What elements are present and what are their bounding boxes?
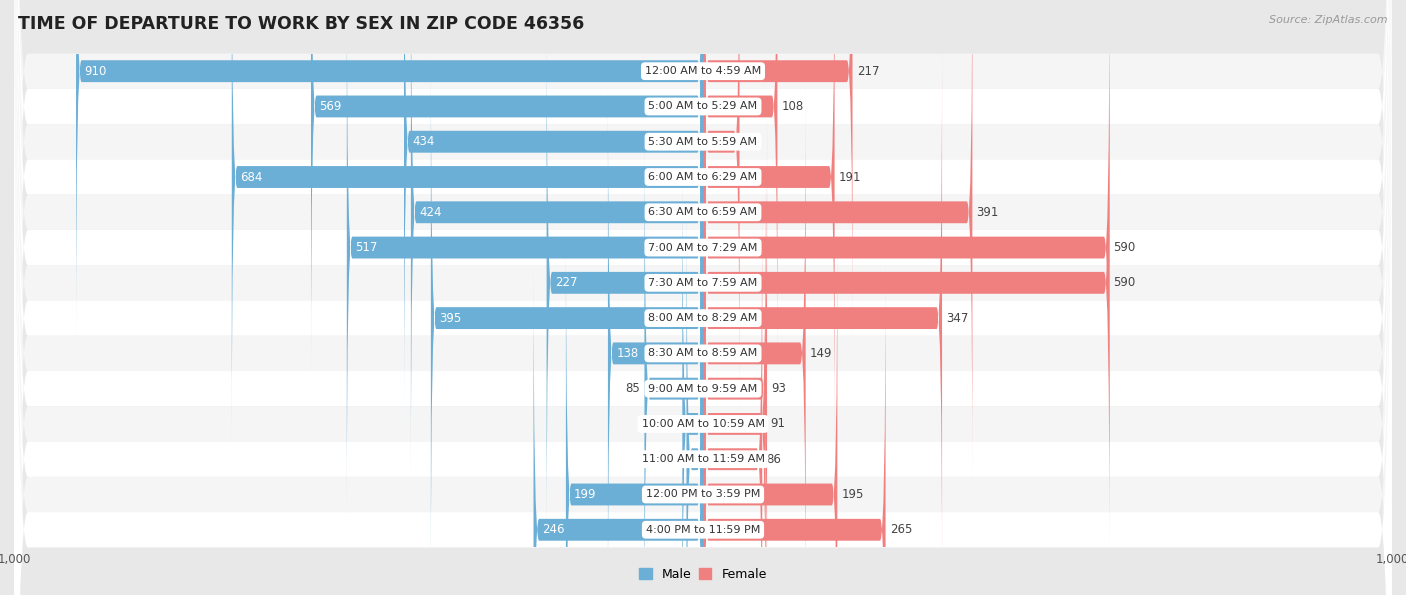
Text: 24: 24 (668, 453, 682, 466)
Text: 85: 85 (626, 382, 640, 395)
FancyBboxPatch shape (686, 188, 703, 595)
Text: 590: 590 (1114, 276, 1136, 289)
Text: 91: 91 (770, 418, 785, 430)
FancyBboxPatch shape (703, 0, 740, 413)
FancyBboxPatch shape (14, 0, 1392, 595)
Text: 7:00 AM to 7:29 AM: 7:00 AM to 7:29 AM (648, 243, 758, 252)
Text: 6:00 AM to 6:29 AM: 6:00 AM to 6:29 AM (648, 172, 758, 182)
Text: 5:30 AM to 5:59 AM: 5:30 AM to 5:59 AM (648, 137, 758, 147)
FancyBboxPatch shape (430, 47, 703, 590)
FancyBboxPatch shape (14, 0, 1392, 595)
Text: 217: 217 (856, 65, 879, 78)
FancyBboxPatch shape (644, 117, 703, 595)
FancyBboxPatch shape (404, 0, 703, 413)
FancyBboxPatch shape (703, 0, 852, 343)
Text: 395: 395 (439, 312, 461, 325)
FancyBboxPatch shape (703, 0, 778, 378)
Text: 590: 590 (1114, 241, 1136, 254)
FancyBboxPatch shape (703, 47, 942, 590)
Text: 910: 910 (84, 65, 107, 78)
Text: 434: 434 (412, 135, 434, 148)
Text: TIME OF DEPARTURE TO WORK BY SEX IN ZIP CODE 46356: TIME OF DEPARTURE TO WORK BY SEX IN ZIP … (18, 15, 585, 33)
FancyBboxPatch shape (14, 0, 1392, 595)
FancyBboxPatch shape (703, 82, 806, 595)
Text: 424: 424 (419, 206, 441, 219)
Text: 30: 30 (664, 418, 678, 430)
Text: 108: 108 (782, 100, 804, 113)
Text: 8:30 AM to 8:59 AM: 8:30 AM to 8:59 AM (648, 349, 758, 358)
Legend: Male, Female: Male, Female (634, 563, 772, 585)
FancyBboxPatch shape (703, 188, 762, 595)
Text: 12:00 AM to 4:59 AM: 12:00 AM to 4:59 AM (645, 66, 761, 76)
FancyBboxPatch shape (14, 0, 1392, 595)
FancyBboxPatch shape (703, 0, 973, 484)
Text: 93: 93 (772, 382, 786, 395)
Text: 199: 199 (574, 488, 596, 501)
Text: 517: 517 (356, 241, 377, 254)
Text: 265: 265 (890, 523, 912, 536)
Text: 12:00 PM to 3:59 PM: 12:00 PM to 3:59 PM (645, 490, 761, 499)
FancyBboxPatch shape (14, 0, 1392, 595)
Text: Source: ZipAtlas.com: Source: ZipAtlas.com (1270, 15, 1388, 25)
FancyBboxPatch shape (565, 223, 703, 595)
FancyBboxPatch shape (14, 0, 1392, 595)
FancyBboxPatch shape (607, 82, 703, 595)
Text: 684: 684 (240, 171, 263, 183)
Text: 569: 569 (319, 100, 342, 113)
Text: 7:30 AM to 7:59 AM: 7:30 AM to 7:59 AM (648, 278, 758, 288)
FancyBboxPatch shape (703, 11, 1109, 554)
FancyBboxPatch shape (14, 0, 1392, 595)
FancyBboxPatch shape (703, 153, 766, 595)
Text: 6:30 AM to 6:59 AM: 6:30 AM to 6:59 AM (648, 207, 758, 217)
Text: 347: 347 (946, 312, 969, 325)
Text: 149: 149 (810, 347, 832, 360)
Text: 9:00 AM to 9:59 AM: 9:00 AM to 9:59 AM (648, 384, 758, 394)
FancyBboxPatch shape (347, 0, 703, 519)
FancyBboxPatch shape (14, 0, 1392, 595)
FancyBboxPatch shape (14, 0, 1392, 595)
Text: 10:00 AM to 10:59 AM: 10:00 AM to 10:59 AM (641, 419, 765, 429)
Text: 138: 138 (616, 347, 638, 360)
Text: 195: 195 (841, 488, 863, 501)
FancyBboxPatch shape (533, 258, 703, 595)
FancyBboxPatch shape (311, 0, 703, 378)
FancyBboxPatch shape (232, 0, 703, 448)
FancyBboxPatch shape (703, 0, 1109, 519)
FancyBboxPatch shape (703, 117, 768, 595)
Text: 5:00 AM to 5:29 AM: 5:00 AM to 5:29 AM (648, 102, 758, 111)
FancyBboxPatch shape (76, 0, 703, 343)
FancyBboxPatch shape (703, 223, 838, 595)
Text: 227: 227 (555, 276, 578, 289)
FancyBboxPatch shape (411, 0, 703, 484)
Text: 191: 191 (839, 171, 862, 183)
Text: 8:00 AM to 8:29 AM: 8:00 AM to 8:29 AM (648, 313, 758, 323)
FancyBboxPatch shape (703, 0, 835, 448)
Text: 391: 391 (977, 206, 998, 219)
FancyBboxPatch shape (682, 153, 703, 595)
Text: 4:00 PM to 11:59 PM: 4:00 PM to 11:59 PM (645, 525, 761, 535)
Text: 246: 246 (541, 523, 564, 536)
FancyBboxPatch shape (703, 258, 886, 595)
Text: 11:00 AM to 11:59 AM: 11:00 AM to 11:59 AM (641, 454, 765, 464)
FancyBboxPatch shape (14, 0, 1392, 595)
FancyBboxPatch shape (14, 0, 1392, 595)
Text: 53: 53 (744, 135, 758, 148)
FancyBboxPatch shape (14, 0, 1392, 595)
FancyBboxPatch shape (14, 0, 1392, 595)
FancyBboxPatch shape (547, 11, 703, 554)
FancyBboxPatch shape (14, 0, 1392, 595)
Text: 86: 86 (766, 453, 782, 466)
